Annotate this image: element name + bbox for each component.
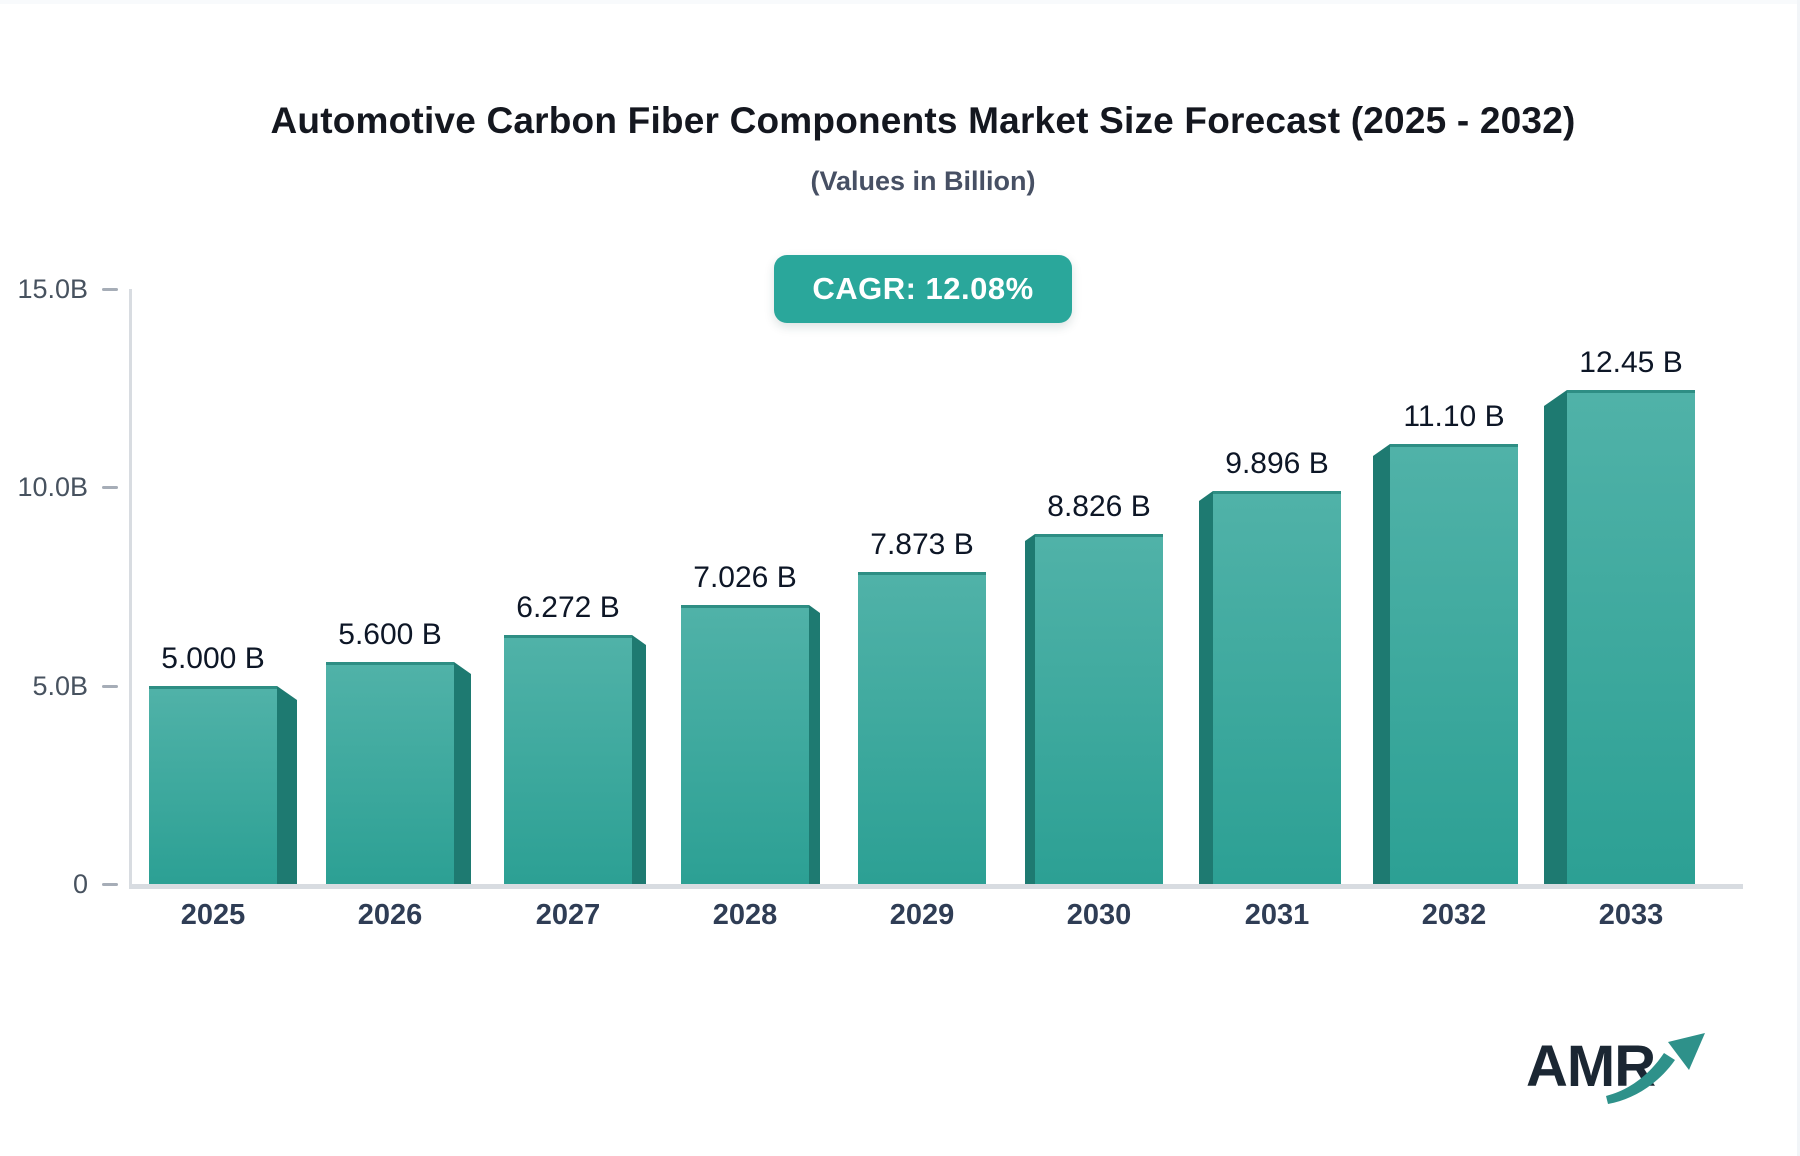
bar-value-label: 8.826 B xyxy=(1047,490,1151,523)
bar-front xyxy=(1567,390,1695,884)
bar-front xyxy=(858,572,986,884)
bar-front xyxy=(1035,534,1163,884)
y-tick-dash xyxy=(102,486,118,489)
bar-front xyxy=(149,686,277,884)
bar-side xyxy=(809,605,820,884)
chart-subtitle: (Values in Billion) xyxy=(810,166,1036,196)
bar-value-label: 6.272 B xyxy=(516,591,620,624)
bar-value-label: 5.000 B xyxy=(161,642,265,675)
bar-front xyxy=(681,605,809,884)
bar-side xyxy=(454,662,471,884)
bar-side xyxy=(1025,534,1035,884)
y-tick-label: 0 xyxy=(72,869,88,899)
cagr-badge: CAGR: 12.08% xyxy=(774,255,1072,323)
x-tick-label: 2025 xyxy=(180,899,246,931)
bar-side xyxy=(1199,491,1213,884)
bar-side xyxy=(1373,444,1390,884)
x-tick-label: 2028 xyxy=(712,899,778,931)
amr-logo: AMR xyxy=(1526,1033,1705,1104)
bar-value-label: 11.10 B xyxy=(1403,400,1505,433)
y-tick-label: 15.0B xyxy=(17,274,88,304)
y-tick-label: 5.0B xyxy=(32,671,88,701)
x-tick-label: 2029 xyxy=(889,899,955,931)
bar-front xyxy=(504,635,632,884)
bar-side xyxy=(632,635,646,884)
x-tick-label: 2027 xyxy=(535,899,601,931)
bar-front xyxy=(1390,444,1518,884)
chart-title: Automotive Carbon Fiber Components Marke… xyxy=(270,100,1576,141)
x-tick-label: 2030 xyxy=(1066,899,1132,931)
bar-value-label: 12.45 B xyxy=(1579,346,1683,379)
y-tick-dash xyxy=(102,288,118,291)
bar-value-label: 9.896 B xyxy=(1225,447,1329,480)
x-tick-label: 2031 xyxy=(1244,899,1310,931)
y-tick-dash xyxy=(102,685,118,688)
y-axis-line xyxy=(129,289,132,889)
x-tick-label: 2026 xyxy=(357,899,423,931)
page-right-edge xyxy=(1797,0,1800,1156)
bar-side xyxy=(277,686,297,884)
y-tick-dash xyxy=(102,883,118,886)
x-axis-line xyxy=(129,884,1743,889)
page-top-edge xyxy=(0,0,1800,4)
x-tick-label: 2032 xyxy=(1421,899,1487,931)
y-tick-label: 10.0B xyxy=(17,472,88,502)
bar-front xyxy=(326,662,454,884)
bar-value-label: 7.026 B xyxy=(693,561,797,594)
x-tick-label: 2033 xyxy=(1598,899,1664,931)
trend-arrow-icon xyxy=(1606,1033,1705,1104)
bar-value-label: 7.873 B xyxy=(870,528,974,561)
bar-side xyxy=(1544,390,1567,884)
cagr-badge-row: CAGR: 12.08% xyxy=(46,255,1800,323)
bar-value-label: 5.600 B xyxy=(338,618,442,651)
bar-front xyxy=(1213,491,1341,884)
